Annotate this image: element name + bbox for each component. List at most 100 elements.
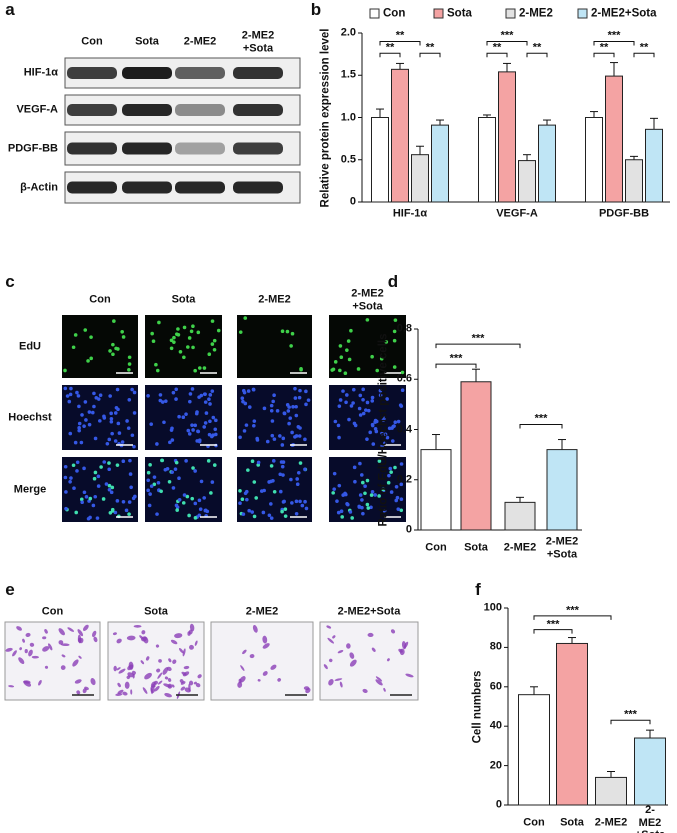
blot-band — [233, 67, 283, 79]
cell — [243, 316, 248, 320]
bar — [391, 68, 409, 203]
cell — [107, 467, 111, 472]
cell — [252, 514, 257, 519]
cell — [68, 479, 72, 484]
cell — [151, 339, 156, 343]
cell — [400, 370, 405, 375]
cell — [109, 416, 114, 421]
cell — [86, 359, 90, 363]
cell — [142, 636, 149, 644]
cell — [75, 460, 80, 465]
cell — [362, 688, 368, 693]
cell — [77, 428, 81, 433]
cell — [385, 435, 390, 440]
cell — [290, 331, 295, 336]
cell — [339, 681, 343, 688]
cell — [212, 463, 217, 467]
bar — [585, 117, 603, 203]
y-tick-label: 0 — [349, 195, 356, 208]
cell — [337, 483, 342, 488]
cell — [8, 685, 15, 688]
cell — [270, 433, 275, 438]
cell — [370, 422, 375, 427]
cell — [63, 386, 68, 391]
cell — [337, 650, 344, 654]
cell — [365, 502, 370, 507]
cell — [164, 676, 169, 680]
cell — [208, 419, 212, 424]
cell — [249, 654, 255, 659]
cell — [190, 423, 194, 427]
cell — [162, 420, 166, 425]
cell — [182, 355, 186, 360]
cell — [67, 399, 72, 404]
cell — [178, 349, 183, 354]
cell — [275, 409, 280, 413]
cell — [110, 431, 114, 436]
cell — [375, 368, 380, 373]
cell — [109, 411, 113, 416]
x-tick-label: Sota — [560, 816, 584, 829]
cell — [65, 394, 70, 398]
cell — [278, 472, 283, 477]
blot-band — [175, 142, 225, 155]
blot-band — [67, 104, 117, 116]
cell — [361, 411, 366, 416]
cell — [333, 360, 338, 364]
cell — [293, 396, 298, 400]
cell — [127, 397, 132, 402]
cell — [108, 349, 112, 353]
cell — [42, 636, 47, 640]
cell — [242, 390, 247, 395]
cell — [160, 458, 165, 463]
cell — [283, 514, 288, 518]
bar — [634, 737, 666, 806]
blot-column-label: Sota — [135, 35, 159, 48]
cell — [63, 368, 67, 373]
cell — [240, 665, 245, 671]
y-tick-label: 20 — [489, 759, 502, 772]
cell — [349, 652, 355, 659]
cell — [120, 329, 124, 334]
cell — [350, 516, 354, 520]
cell — [77, 421, 82, 426]
cell — [181, 671, 187, 676]
cell — [375, 676, 383, 682]
cell — [193, 423, 198, 428]
cell — [187, 432, 192, 436]
cell — [282, 411, 287, 416]
cell — [332, 471, 337, 476]
cell — [172, 335, 176, 340]
cell — [98, 393, 103, 398]
cell — [183, 665, 190, 670]
cell — [389, 470, 393, 474]
cell — [127, 672, 134, 678]
significance-bracket — [379, 40, 421, 46]
cell — [82, 624, 89, 632]
cell — [162, 667, 169, 675]
cell — [73, 333, 78, 337]
cell — [113, 411, 118, 415]
cell — [76, 394, 81, 398]
significance-label: *** — [471, 332, 485, 345]
cell — [252, 480, 257, 484]
cell — [286, 409, 291, 413]
cell — [179, 679, 184, 684]
cell — [178, 647, 184, 654]
cell — [189, 644, 194, 650]
cell — [140, 660, 145, 665]
cell — [328, 679, 334, 686]
significance-label: ** — [385, 41, 395, 54]
significance-bracket — [435, 363, 477, 369]
cell — [71, 463, 76, 468]
cell — [127, 355, 132, 360]
significance-label: *** — [500, 30, 514, 43]
cell — [111, 342, 115, 347]
blot-band — [175, 104, 225, 116]
cell — [69, 476, 73, 480]
cell — [189, 329, 194, 334]
cell — [346, 643, 351, 649]
cell — [188, 399, 192, 404]
cell — [169, 428, 174, 432]
blot-band — [175, 67, 225, 79]
